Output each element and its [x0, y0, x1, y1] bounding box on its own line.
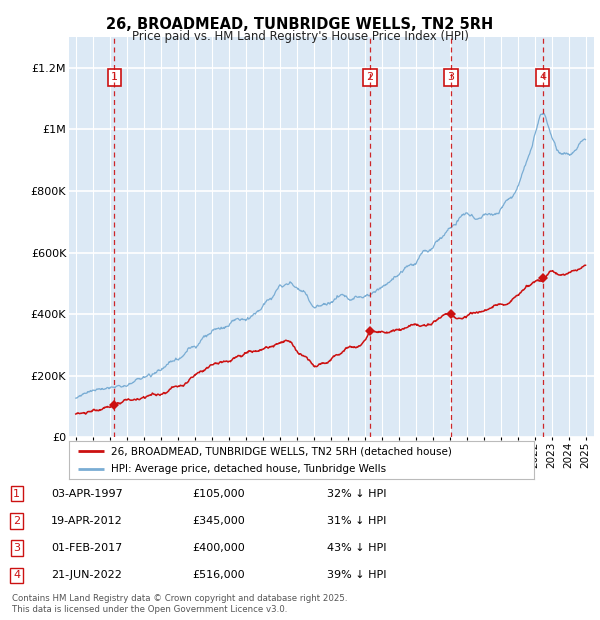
Text: £516,000: £516,000 — [192, 570, 245, 580]
Text: 43% ↓ HPI: 43% ↓ HPI — [327, 543, 386, 553]
Text: 4: 4 — [13, 570, 20, 580]
Text: Price paid vs. HM Land Registry's House Price Index (HPI): Price paid vs. HM Land Registry's House … — [131, 30, 469, 43]
Text: 01-FEB-2017: 01-FEB-2017 — [51, 543, 122, 553]
Text: £345,000: £345,000 — [192, 516, 245, 526]
Text: 26, BROADMEAD, TUNBRIDGE WELLS, TN2 5RH (detached house): 26, BROADMEAD, TUNBRIDGE WELLS, TN2 5RH … — [111, 446, 452, 456]
Text: 3: 3 — [448, 72, 454, 82]
Text: 31% ↓ HPI: 31% ↓ HPI — [327, 516, 386, 526]
Text: 1: 1 — [111, 72, 118, 82]
Text: 4: 4 — [539, 72, 546, 82]
Text: HPI: Average price, detached house, Tunbridge Wells: HPI: Average price, detached house, Tunb… — [111, 464, 386, 474]
Text: Contains HM Land Registry data © Crown copyright and database right 2025.
This d: Contains HM Land Registry data © Crown c… — [12, 595, 347, 614]
Text: 3: 3 — [13, 543, 20, 553]
Text: £105,000: £105,000 — [192, 489, 245, 498]
Text: 03-APR-1997: 03-APR-1997 — [51, 489, 123, 498]
Text: 1: 1 — [13, 489, 20, 498]
Text: 21-JUN-2022: 21-JUN-2022 — [51, 570, 122, 580]
Text: 26, BROADMEAD, TUNBRIDGE WELLS, TN2 5RH: 26, BROADMEAD, TUNBRIDGE WELLS, TN2 5RH — [106, 17, 494, 32]
Text: £400,000: £400,000 — [192, 543, 245, 553]
Text: 32% ↓ HPI: 32% ↓ HPI — [327, 489, 386, 498]
Text: 19-APR-2012: 19-APR-2012 — [51, 516, 123, 526]
Text: 2: 2 — [13, 516, 20, 526]
Text: 39% ↓ HPI: 39% ↓ HPI — [327, 570, 386, 580]
Text: 2: 2 — [366, 72, 373, 82]
